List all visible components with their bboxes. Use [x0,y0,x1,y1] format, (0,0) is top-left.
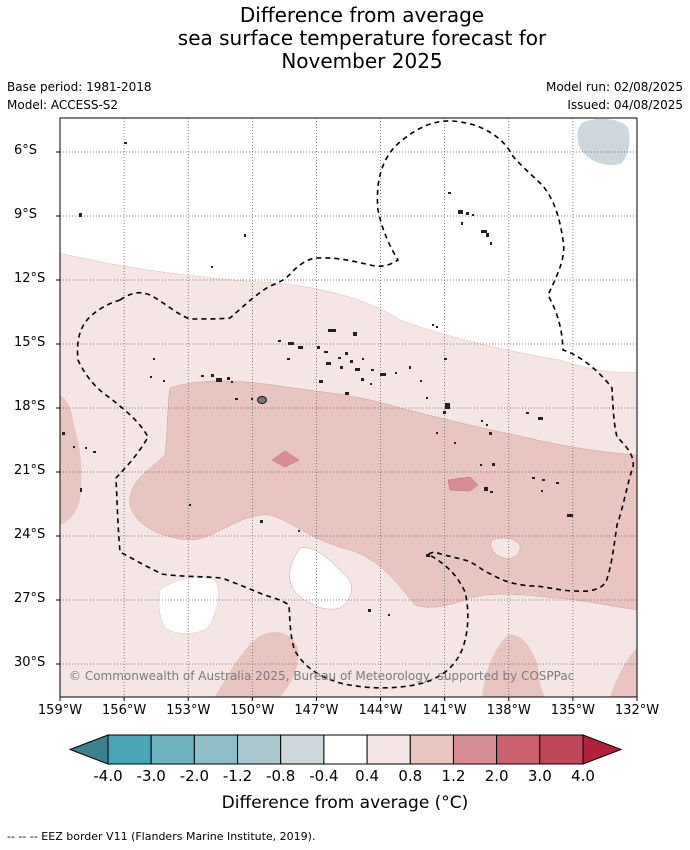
colorbar-tick-label: 0.8 [398,767,423,785]
colorbar-cell [409,734,454,765]
colorbar-tick-label: -4.0 [93,767,123,785]
lat-label: 18°S [14,399,46,414]
lon-label: 153°W [166,703,211,718]
base-period: Base period: 1981-2018 [7,80,152,94]
anomaly-warm-patch-1 [271,450,300,468]
anomaly-hole-2 [289,547,352,610]
colorbar-tick-label: 2.0 [484,767,509,785]
lat-label: 27°S [14,591,46,606]
colorbar-tick-label: -3.0 [136,767,166,785]
colorbar-cell [452,734,498,765]
map-gridlines [60,118,637,697]
lon-label: 150°W [230,703,275,718]
title-line-1: Difference from average [239,3,485,27]
anomaly-hole-3 [490,537,521,559]
colorbar-tick-label: 1.2 [441,767,466,785]
colorbar-extend-high [582,734,623,765]
lon-label: 132°W [614,703,660,718]
colorbar-tick-label: -0.8 [266,767,296,785]
colorbar-tick-label: -1.2 [222,767,253,785]
lat-label: 15°S [14,335,46,350]
lon-label: 135°W [550,703,595,718]
meta-left: Base period: 1981-2018 Model: ACCESS-S2 [7,78,152,114]
copyright-text: © Commonwealth of Australia 2025, Bureau… [69,669,575,683]
lon-label: 138°W [486,703,531,718]
eez-border [76,120,635,689]
anomaly-patch-bottom-center [215,632,299,697]
colorbar-cell [150,734,195,765]
title-line-2: sea surface temperature forecast for [177,26,547,50]
title-line-3: November 2025 [281,49,443,73]
eez-footnote: -- -- -- EEZ border V11 (Flanders Marine… [7,830,316,843]
chart-title: Difference from average sea surface temp… [0,4,690,73]
colorbar-tick-label: -0.4 [309,767,339,785]
anomaly-patch-corner [610,648,637,697]
issued-date: Issued: 04/08/2025 [567,98,683,112]
lat-label: 6°S [14,143,38,158]
lat-label: 21°S [14,463,46,478]
lon-label: 156°W [102,703,147,718]
lat-label: 24°S [14,527,46,542]
colorbar-title: Difference from average (°C) [221,793,469,813]
island-tahiti [257,396,267,404]
colorbar-cell [107,734,152,765]
anomaly-patch-cool [577,118,630,166]
colorbar-tick-label: 3.0 [527,767,552,785]
colorbar-cell [323,734,368,765]
colorbar-cell [193,734,239,765]
axis-ticks [56,151,638,701]
map-contours [60,118,637,697]
colorbar-cell [237,734,282,765]
anomaly-patch-bottom-right [482,634,545,697]
anomaly-patch-left [60,395,82,525]
colorbar-tick-label: 4.0 [571,767,595,785]
colorbar-cell [366,734,411,765]
model-name: Model: ACCESS-S2 [7,98,119,112]
colorbar-extend-low [68,734,109,765]
colorbar-tick-label: -2.0 [179,767,209,785]
lon-label: 141°W [422,703,467,718]
lon-label: 147°W [294,703,339,718]
lat-label: 30°S [14,655,46,670]
meta-right: Model run: 02/08/2025 Issued: 04/08/2025 [546,78,683,114]
colorbar-cell [280,734,325,765]
lat-label: 9°S [14,207,38,222]
colorbar-cell [496,734,541,765]
lon-label: 159°W [37,703,83,718]
colorbar-cells [68,734,623,765]
colorbar-tick-label: 0.4 [355,767,380,785]
islands [62,142,573,616]
anomaly-warm-patch-2 [447,476,479,492]
model-run: Model run: 02/08/2025 [545,80,683,94]
colorbar-cell [539,734,584,765]
lon-label: 144°W [358,703,403,718]
lat-label: 12°S [14,271,46,286]
anomaly-hole-1 [158,577,219,634]
